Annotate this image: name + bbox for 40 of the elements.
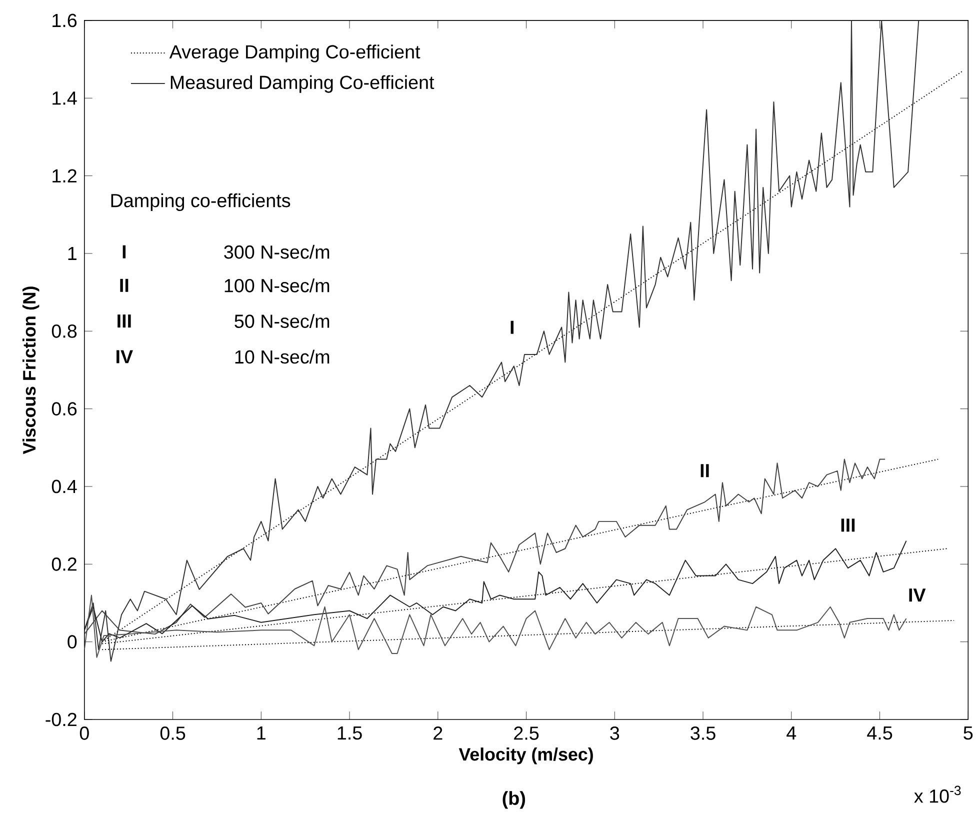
y-tick-label: 1 xyxy=(68,246,76,260)
legend-label: Average Damping Co-efficient xyxy=(169,44,420,62)
x-tick-label: 1 xyxy=(257,726,266,740)
x-tick-label: 3.5 xyxy=(690,726,716,740)
annotation: 10 N-sec/m xyxy=(235,350,330,364)
y-tick-label: 1.2 xyxy=(52,169,76,182)
y-tick-label: -0.2 xyxy=(46,712,76,726)
y-tick-label: 0.6 xyxy=(52,402,77,416)
annotation: II xyxy=(120,278,128,292)
x-tick-label: 4.5 xyxy=(867,726,892,740)
x-tick-label: 5 xyxy=(964,726,973,740)
legend-label: Measured Damping Co-efficient xyxy=(170,75,434,93)
y-tick-label: 0.4 xyxy=(52,480,77,494)
x-tick-label: 2.5 xyxy=(514,726,539,740)
annotation: 50 N-sec/m xyxy=(234,314,330,328)
y-tick-label: 1.4 xyxy=(52,92,77,105)
x-tick-label: 0 xyxy=(80,726,89,740)
x-tick-label: 4 xyxy=(786,726,796,740)
annotation: 300 N-sec/m xyxy=(224,244,330,259)
annotation: I xyxy=(122,245,126,258)
y-tick-label: 1.6 xyxy=(52,14,77,28)
text: (b) xyxy=(502,790,526,809)
annotation: 100 N-sec/m xyxy=(224,278,330,292)
text: x 10$^{-3}$ xyxy=(914,786,961,803)
x-tick-label: 1.5 xyxy=(338,726,362,740)
y-tick-label: 0.8 xyxy=(52,324,77,338)
annotation: IV xyxy=(116,350,133,364)
annotation: III xyxy=(118,314,131,328)
y-axis-title: Viscous Friction (N) xyxy=(22,286,40,454)
annotation: IV xyxy=(909,588,926,602)
annotation: III xyxy=(841,518,855,532)
y-tick-label: 0.2 xyxy=(52,557,76,571)
x-tick-label: 2 xyxy=(434,726,442,740)
annotation: Damping co-efficients xyxy=(111,193,290,211)
x-tick-label: 0.5 xyxy=(160,726,186,740)
annotation: II xyxy=(700,464,709,478)
annotation: I xyxy=(510,320,514,334)
x-axis-title: Velocity (m/sec) xyxy=(458,747,593,764)
x-tick-label: 3 xyxy=(610,726,620,740)
y-tick-label: 0 xyxy=(68,635,77,648)
